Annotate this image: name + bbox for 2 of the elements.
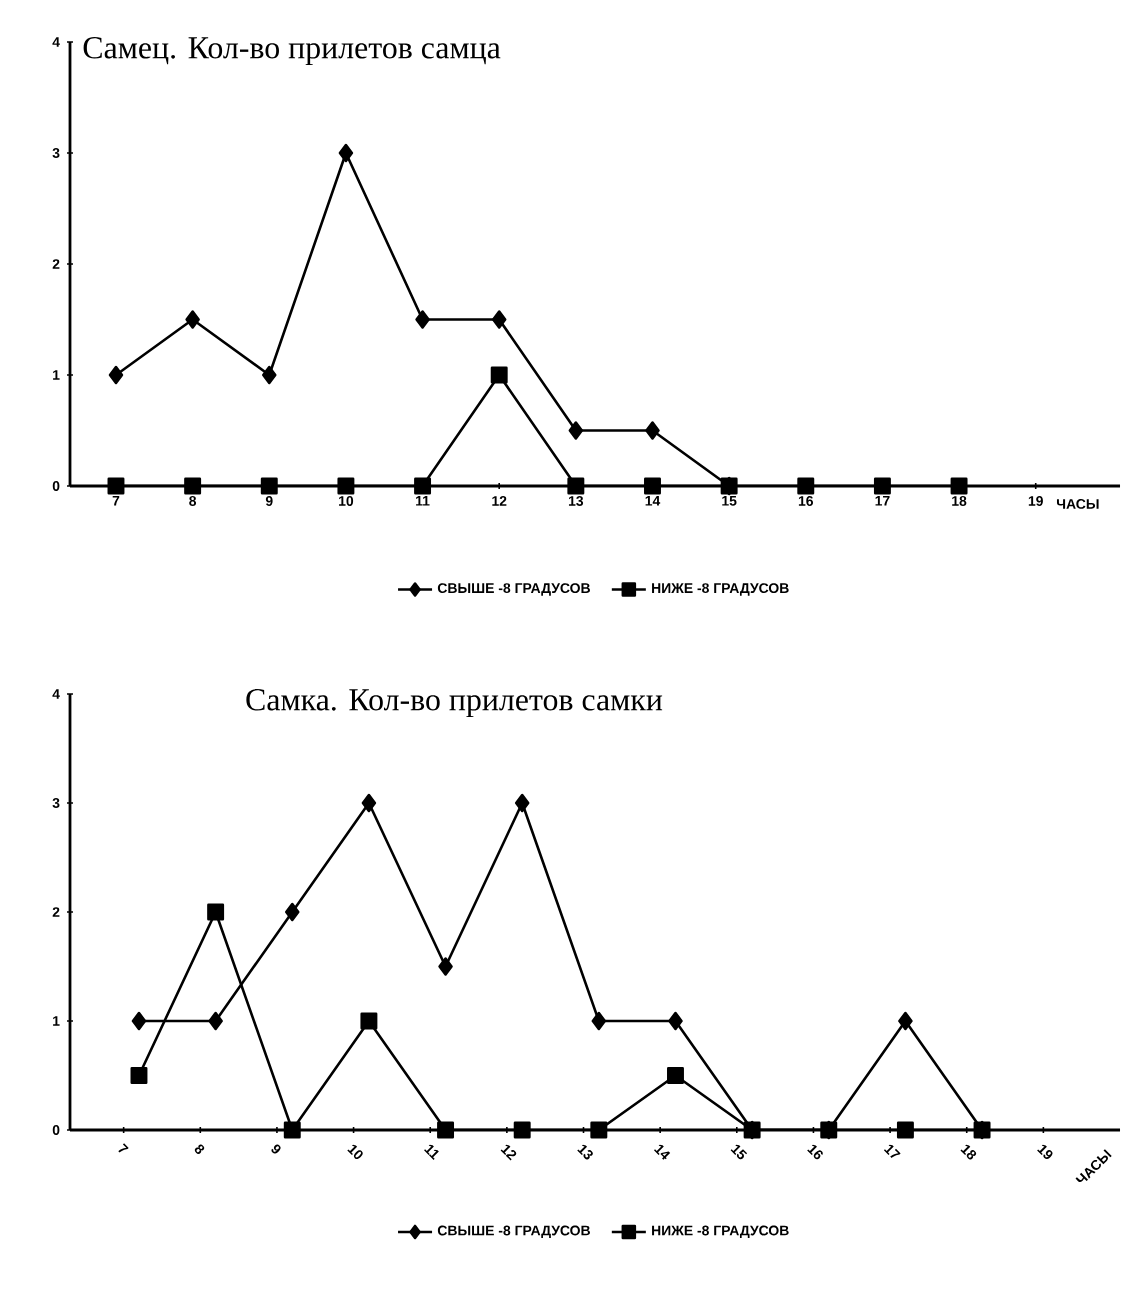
chart-title: Самец. Кол-во прилетов самца (83, 37, 501, 65)
chart-title: Самка. Кол-во прилетов самки (246, 689, 663, 717)
